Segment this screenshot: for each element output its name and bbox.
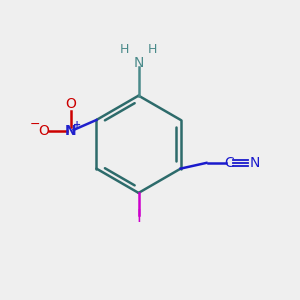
Text: −: − <box>30 118 40 131</box>
Text: H: H <box>148 44 158 56</box>
Text: +: + <box>73 120 81 130</box>
Text: N: N <box>249 156 260 170</box>
Text: N: N <box>65 124 76 138</box>
Text: I: I <box>136 208 141 226</box>
Text: O: O <box>65 97 76 111</box>
Text: C: C <box>224 156 234 170</box>
Text: O: O <box>38 124 49 138</box>
Text: H: H <box>120 44 129 56</box>
Text: N: N <box>134 56 144 70</box>
